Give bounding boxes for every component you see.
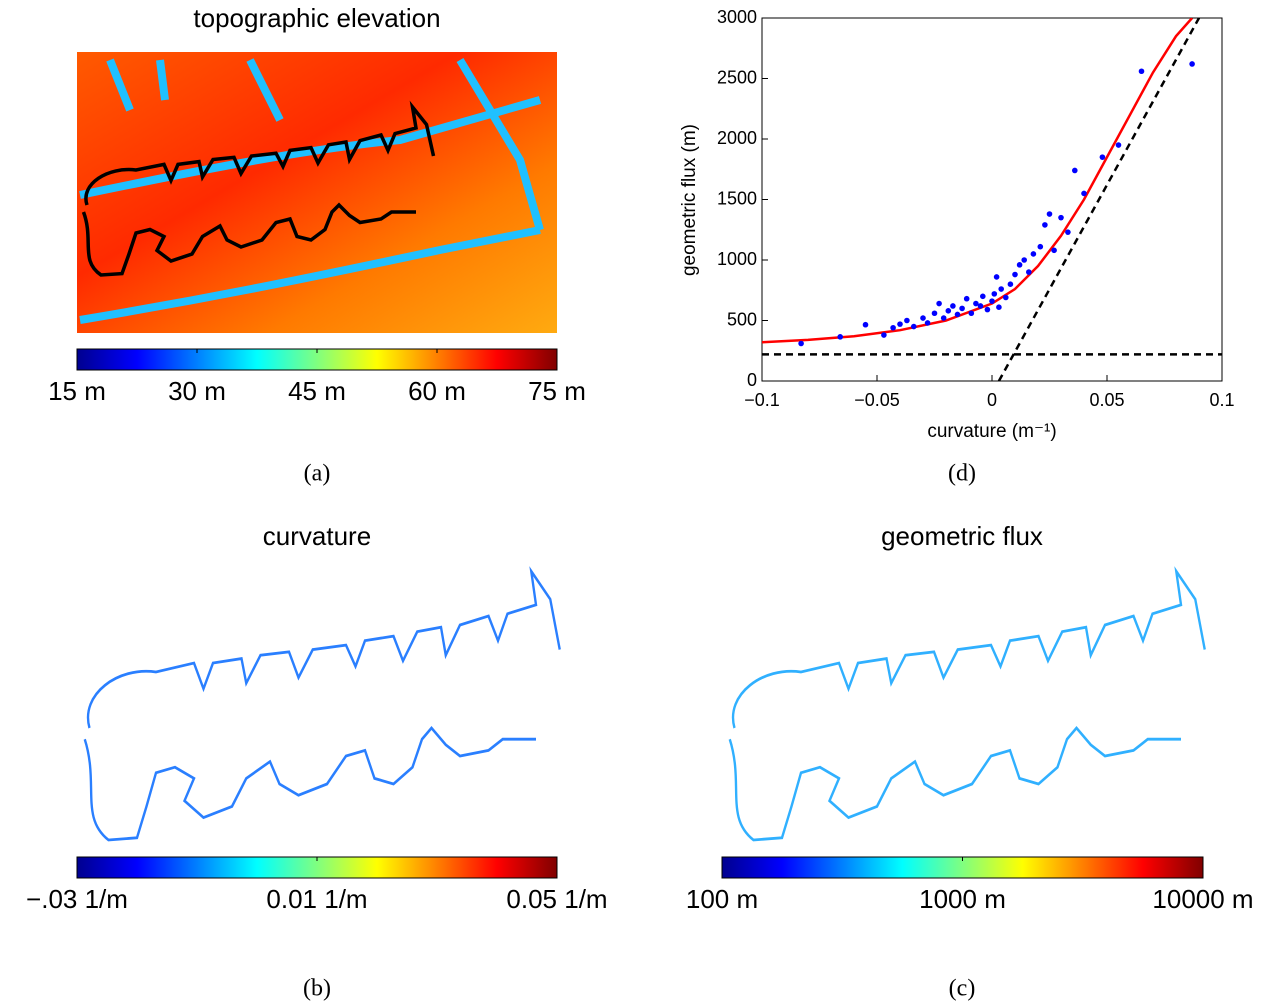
x-tick-label: −0.05 bbox=[854, 390, 900, 410]
point bbox=[998, 286, 1004, 292]
point bbox=[862, 321, 869, 328]
x-tick-label: −0.1 bbox=[744, 390, 780, 410]
colorbar-label: 15 m bbox=[48, 376, 106, 406]
point bbox=[993, 274, 1000, 280]
caption: (b) bbox=[303, 976, 331, 1002]
colorbar-label: 0.05 1/m bbox=[506, 884, 607, 914]
point bbox=[963, 295, 970, 302]
panel-title: curvature bbox=[263, 521, 371, 551]
y-tick-label: 500 bbox=[727, 309, 757, 329]
point bbox=[984, 306, 991, 313]
point bbox=[1058, 214, 1064, 221]
x-axis-label: curvature (m⁻¹) bbox=[927, 421, 1056, 442]
point bbox=[959, 305, 965, 312]
colorbar-label: 60 m bbox=[408, 376, 466, 406]
point bbox=[989, 298, 995, 304]
point bbox=[1051, 247, 1057, 254]
panel-title: topographic elevation bbox=[193, 3, 440, 33]
point bbox=[1189, 61, 1195, 67]
point bbox=[968, 310, 975, 317]
y-tick-label: 0 bbox=[747, 370, 757, 390]
colorbar-label: 30 m bbox=[168, 376, 226, 406]
point bbox=[936, 300, 942, 307]
point bbox=[1081, 190, 1087, 197]
x-tick-label: 0.1 bbox=[1209, 390, 1234, 410]
point bbox=[931, 310, 938, 317]
point bbox=[1099, 154, 1106, 160]
fit-line bbox=[762, 18, 1194, 344]
colorbar-label: 0.01 1/m bbox=[266, 884, 367, 914]
flux-outline bbox=[728, 569, 1207, 842]
point bbox=[1037, 243, 1044, 250]
colorbar-label: 75 m bbox=[528, 376, 586, 406]
point bbox=[977, 303, 984, 309]
point bbox=[1012, 271, 1018, 278]
caption: (c) bbox=[949, 976, 976, 1002]
valleys bbox=[79, 57, 544, 324]
point bbox=[940, 315, 947, 321]
x-tick-label: 0.05 bbox=[1089, 390, 1124, 410]
point bbox=[1065, 229, 1071, 235]
y-tick-label: 1500 bbox=[717, 188, 757, 208]
y-axis-label: geometric flux (m) bbox=[679, 124, 700, 276]
point bbox=[954, 311, 961, 318]
panel-title: geometric flux bbox=[881, 521, 1043, 551]
y-tick-label: 2000 bbox=[717, 128, 757, 148]
point bbox=[1115, 142, 1122, 148]
y-tick-label: 3000 bbox=[717, 7, 757, 27]
point bbox=[996, 304, 1002, 310]
point bbox=[1046, 211, 1053, 217]
point bbox=[890, 324, 896, 331]
point bbox=[1030, 251, 1037, 257]
point bbox=[1026, 269, 1032, 275]
point bbox=[1003, 294, 1009, 301]
point bbox=[980, 293, 986, 300]
point bbox=[1016, 262, 1023, 268]
point bbox=[897, 321, 903, 327]
colorbar-label: 10000 m bbox=[1152, 884, 1253, 914]
y-tick-label: 1000 bbox=[717, 249, 757, 269]
point bbox=[904, 317, 910, 324]
caption: (d) bbox=[948, 461, 976, 487]
colorbar-label: 45 m bbox=[288, 376, 346, 406]
point bbox=[911, 323, 917, 330]
point bbox=[920, 315, 926, 321]
point bbox=[1007, 281, 1014, 288]
point bbox=[1042, 222, 1048, 228]
point bbox=[798, 340, 804, 347]
elevation-map bbox=[77, 52, 557, 333]
asymptote bbox=[997, 18, 1201, 381]
point bbox=[881, 332, 887, 338]
caption: (a) bbox=[304, 461, 331, 487]
curvature-outline bbox=[83, 569, 562, 842]
colorbar-label: 1000 m bbox=[919, 884, 1006, 914]
point bbox=[950, 303, 956, 309]
colorbar-label: 100 m bbox=[686, 884, 758, 914]
colorbar-label: −.03 1/m bbox=[26, 884, 128, 914]
point bbox=[1072, 167, 1078, 174]
point bbox=[1021, 257, 1027, 263]
point bbox=[945, 308, 952, 314]
point bbox=[1138, 68, 1145, 75]
point bbox=[837, 334, 843, 340]
point bbox=[973, 300, 979, 307]
x-tick-label: 0 bbox=[987, 390, 997, 410]
point bbox=[924, 320, 931, 326]
point bbox=[991, 291, 998, 297]
y-tick-label: 2500 bbox=[717, 67, 757, 87]
